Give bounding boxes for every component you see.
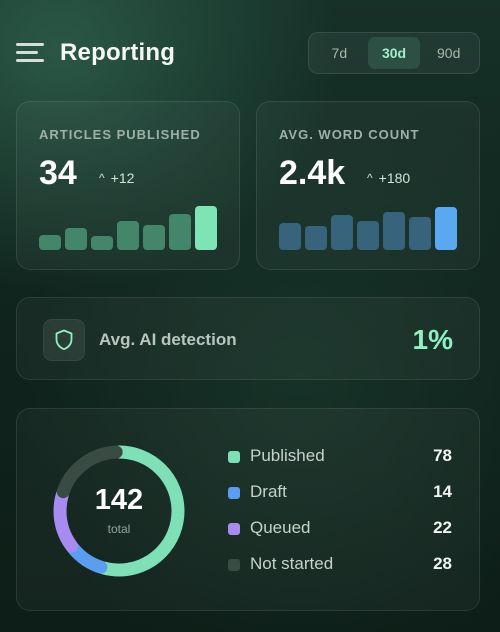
- mini-bar: [409, 217, 431, 250]
- status-breakdown-card: 142 total Published 78 Draft 14 Queued 2…: [16, 408, 480, 611]
- legend-label: Not started: [250, 554, 334, 573]
- legend-swatch: [228, 487, 240, 499]
- mini-bar: [143, 225, 165, 250]
- ai-detection-value: 1%: [412, 324, 453, 355]
- mini-bar: [195, 206, 217, 250]
- legend-count: 14: [433, 482, 452, 501]
- mini-bar: [117, 221, 139, 250]
- legend-swatch: [228, 523, 240, 535]
- donut-segment-queued: [53, 445, 185, 577]
- status-legend: Published 78 Draft 14 Queued 22 Not star…: [226, 445, 452, 589]
- mini-bar: [169, 214, 191, 250]
- ai-detection-label: Avg. AI detection: [99, 330, 237, 349]
- stat-delta-value: +12: [110, 170, 135, 186]
- legend-item-not-started[interactable]: Not started 28: [226, 553, 452, 589]
- legend-swatch: [228, 451, 240, 463]
- mini-bar: [383, 212, 405, 250]
- legend-count: 22: [433, 518, 452, 537]
- stat-delta: ^ +12: [99, 170, 134, 186]
- range-option-90d[interactable]: 90d: [437, 45, 461, 61]
- caret-up-icon: ^: [367, 171, 373, 185]
- stat-delta: ^ +180: [367, 170, 410, 186]
- mini-bar: [65, 228, 87, 250]
- legend-swatch: [228, 559, 240, 571]
- articles-published-card[interactable]: ARTICLES PUBLISHED 34 ^ +12: [16, 101, 240, 270]
- donut-total-label: total: [107, 522, 131, 536]
- legend-count: 28: [433, 554, 452, 573]
- legend-item-queued[interactable]: Queued 22: [226, 517, 452, 553]
- header: Reporting 7d 30d 90d: [16, 32, 480, 74]
- avg-word-count-card[interactable]: AVG. WORD COUNT 2.4k ^ +180: [256, 101, 480, 270]
- legend-label: Queued: [250, 518, 311, 537]
- legend-item-draft[interactable]: Draft 14: [226, 481, 452, 517]
- mini-bar: [331, 215, 353, 250]
- range-option-7d[interactable]: 7d: [331, 45, 348, 61]
- hamburger-menu-icon[interactable]: [16, 40, 46, 64]
- stat-value: 34: [39, 154, 77, 192]
- mini-bar: [305, 226, 327, 250]
- stat-delta-value: +180: [378, 170, 411, 186]
- date-range-selector: 7d 30d 90d: [308, 32, 480, 74]
- range-option-30d[interactable]: 30d: [367, 37, 421, 69]
- donut-segment-not-started: [53, 445, 185, 577]
- shield-icon: [43, 319, 85, 361]
- legend-count: 78: [433, 446, 452, 465]
- mini-bar: [39, 235, 61, 250]
- legend-label: Draft: [250, 482, 287, 501]
- stat-value: 2.4k: [279, 154, 346, 192]
- page-title: Reporting: [60, 39, 176, 66]
- caret-up-icon: ^: [99, 171, 105, 185]
- legend-item-published[interactable]: Published 78: [226, 445, 452, 481]
- mini-bar: [357, 221, 379, 250]
- mini-bar: [91, 236, 113, 250]
- stat-label: AVG. WORD COUNT: [279, 127, 420, 142]
- stat-label: ARTICLES PUBLISHED: [39, 127, 201, 142]
- legend-label: Published: [250, 446, 325, 465]
- donut-total: 142: [94, 484, 144, 516]
- status-donut-chart: [53, 445, 185, 577]
- donut-center: 142 total: [50, 442, 188, 580]
- word-count-mini-bar-chart: [279, 204, 459, 250]
- mini-bar: [279, 223, 301, 250]
- ai-detection-card[interactable]: Avg. AI detection 1%: [16, 297, 480, 380]
- articles-mini-bar-chart: [39, 204, 219, 250]
- mini-bar: [435, 207, 457, 250]
